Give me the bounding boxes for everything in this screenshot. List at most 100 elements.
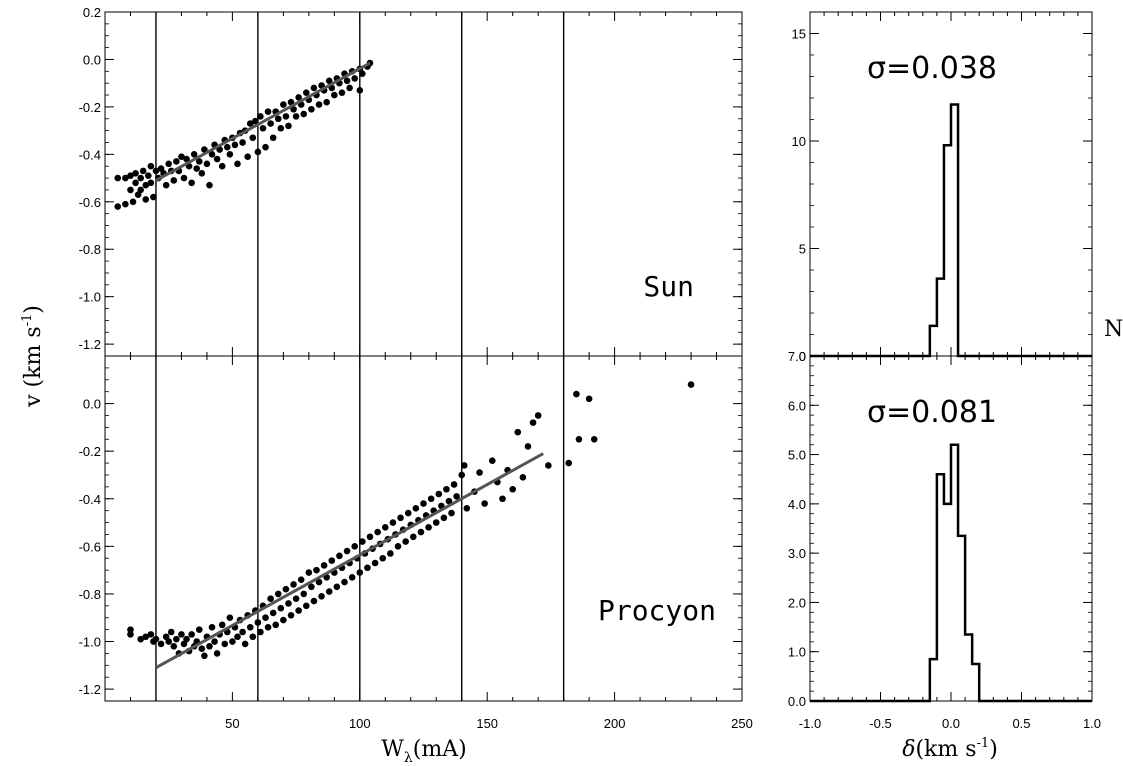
procyon-point-60 (295, 607, 302, 614)
procyon-point-38 (239, 628, 246, 636)
x-axis-label-left: Wλ(mA) (381, 737, 466, 766)
procyon-point-48 (264, 623, 272, 631)
procyon-ytick-label-6: -1.2 (79, 682, 101, 697)
sun-point-30 (180, 174, 188, 182)
sun-point-37 (198, 170, 206, 177)
procyon-point-145 (687, 381, 695, 388)
sun-label: Sun (643, 270, 694, 303)
procyon-point-85 (359, 538, 366, 545)
procyon-point-97 (389, 519, 397, 526)
sun-point-57 (249, 134, 257, 142)
sun-point-4 (127, 172, 134, 179)
procyon-frame (104, 355, 743, 702)
sun-point-56 (246, 120, 254, 127)
sun-point-15 (145, 172, 152, 179)
procyon-label: Procyon (598, 594, 716, 627)
procyon-point-129 (488, 457, 496, 464)
procyon-point-16 (183, 635, 190, 643)
sun-point-59 (254, 148, 262, 156)
procyon-point-139 (545, 462, 552, 469)
procyon-point-28 (213, 650, 221, 657)
sun-hist-ytick-label-3: 0 (799, 349, 806, 364)
sun-point-51 (234, 160, 241, 168)
procyon-hist-xtick-label-2: 0.0 (942, 716, 960, 731)
sun-point-41 (208, 151, 216, 158)
procyon-point-114 (432, 519, 440, 526)
procyon-point-144 (590, 435, 598, 443)
procyon-point-73 (328, 557, 336, 564)
sun-point-63 (264, 108, 272, 115)
sun-point-65 (269, 134, 277, 142)
x-axis-label-w: W (381, 737, 404, 762)
procyon-xtick-label-4: 250 (731, 716, 753, 731)
procyon-point-34 (229, 638, 236, 645)
sun-point-77 (300, 110, 308, 118)
procyon-point-124 (460, 462, 468, 469)
procyon-point-70 (320, 562, 328, 569)
procyon-hist-xtick-label-0: -1.0 (799, 716, 821, 731)
procyon-point-62 (300, 590, 308, 598)
procyon-point-68 (315, 578, 323, 586)
sun-point-6 (129, 198, 137, 206)
procyon-point-0 (127, 631, 134, 638)
sun-ytick-label-0: 0.2 (83, 5, 101, 20)
procyon-point-54 (280, 616, 287, 624)
procyon-hist-ytick-label-2: 5.0 (788, 448, 806, 463)
procyon-point-100 (397, 514, 404, 522)
sun-ytick-label-6: -1.0 (79, 290, 101, 305)
procyon-xtick-label-2: 150 (476, 716, 498, 731)
sun-point-3 (122, 200, 129, 208)
sun-point-43 (213, 155, 221, 163)
sun-ytick-label-2: -0.2 (79, 100, 101, 115)
sun-point-23 (162, 181, 170, 189)
sun-ytick-label-1: 0.0 (83, 52, 101, 67)
sun-panel: 0.2 0.0 -0.2 -0.4 -0.6 -0.8 -1.0 -1.2 (79, 5, 743, 357)
sun-point-27 (173, 158, 180, 165)
procyon-point-105 (410, 533, 417, 541)
procyon-point-91 (374, 528, 381, 536)
procyon-point-33 (226, 614, 234, 622)
sun-ytick-label-4: -0.6 (79, 195, 101, 210)
procyon-ytick-label-4: -0.8 (79, 587, 101, 602)
procyon-point-4 (147, 631, 155, 638)
sun-point-74 (292, 113, 300, 120)
sun-point-99 (356, 86, 364, 94)
y-axis-label-close: ) (21, 305, 46, 314)
sun-fit-line (155, 61, 371, 182)
sun-point-19 (152, 167, 160, 175)
procyon-point-44 (254, 619, 262, 626)
procyon-point-119 (445, 497, 453, 505)
procyon-point-121 (450, 481, 458, 488)
sun-ytick-label-7: -1.2 (79, 337, 101, 352)
procyon-point-10 (167, 628, 175, 636)
procyon-point-72 (325, 588, 333, 595)
sun-point-34 (190, 151, 198, 158)
procyon-hist-xtick-label-3: 0.5 (1012, 716, 1030, 731)
procyon-ytick-label-1: -0.2 (79, 444, 101, 459)
sun-point-100 (359, 70, 366, 77)
procyon-point-125 (463, 504, 471, 512)
procyon-point-47 (262, 614, 269, 622)
x-axis-label-unit: (mA) (413, 737, 467, 762)
sun-point-64 (267, 120, 274, 127)
y-axis-label: v (km s-1) (20, 305, 46, 408)
y-axis-label-main: v (km s (21, 326, 46, 407)
sun-point-73 (290, 105, 297, 113)
procyon-point-84 (356, 569, 364, 576)
procyon-point-59 (292, 595, 300, 602)
procyon-point-61 (297, 576, 305, 583)
procyon-point-135 (519, 474, 527, 481)
procyon-ytick-label-0: 0.0 (83, 397, 101, 412)
procyon-point-82 (351, 543, 359, 550)
sun-point-17 (147, 179, 155, 187)
procyon-point-142 (575, 435, 583, 443)
procyon-point-23 (201, 652, 208, 660)
sun-frame (104, 11, 743, 357)
sun-ytick-label-5: -0.8 (79, 242, 101, 257)
procyon-point-138 (534, 412, 542, 419)
procyon-point-111 (425, 524, 432, 531)
x-axis-label-right: δ(km s-1) (902, 736, 998, 762)
procyon-hist-ytick-label-1: 6.0 (788, 398, 806, 413)
procyon-point-79 (343, 547, 351, 555)
sun-point-36 (195, 158, 203, 165)
